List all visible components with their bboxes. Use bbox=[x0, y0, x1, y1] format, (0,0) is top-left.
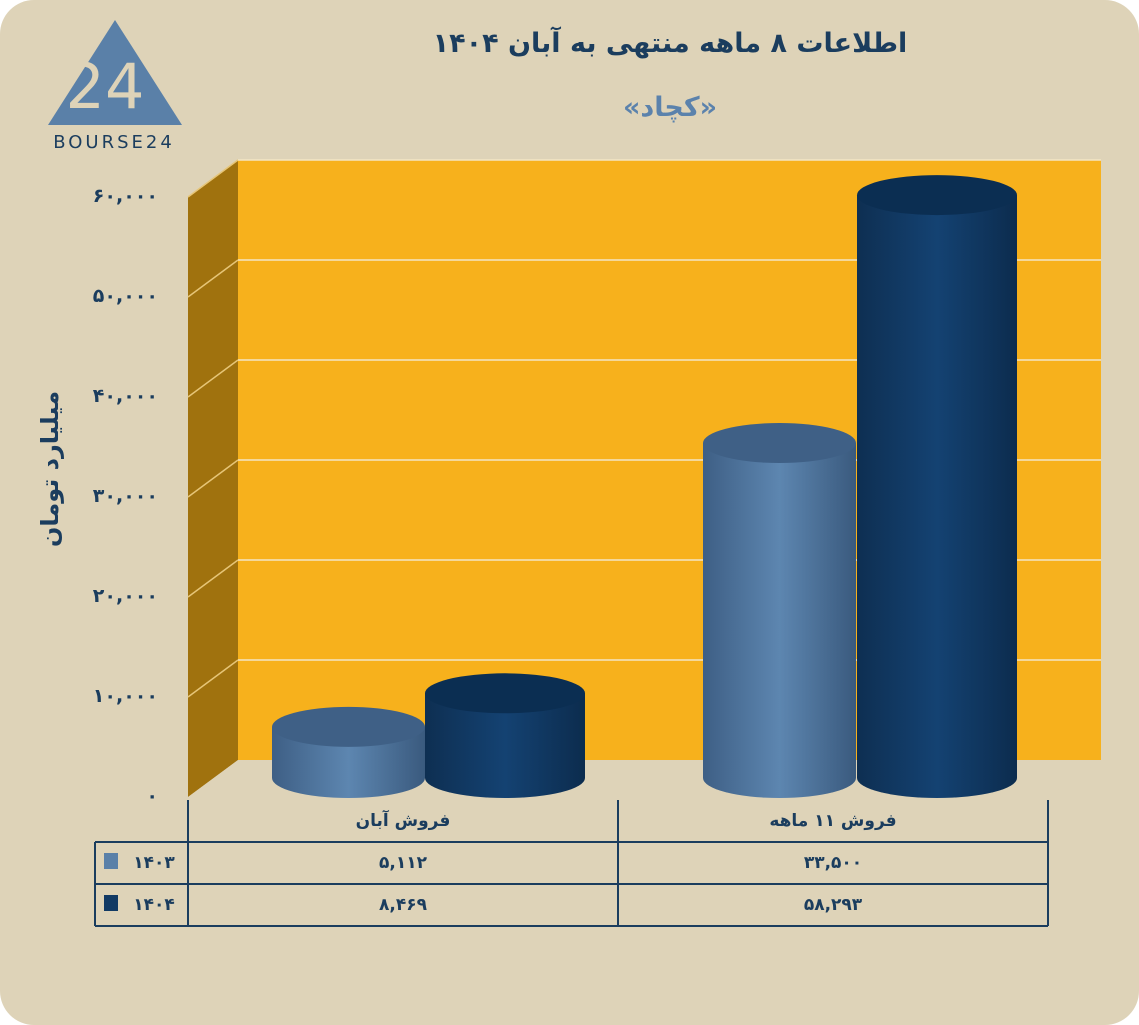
table-cell: ۵۸,۲۹۳ bbox=[803, 895, 863, 915]
table-cell: ۸,۴۶۹ bbox=[379, 895, 427, 915]
chart-subtitle: «کچاد» bbox=[622, 92, 718, 123]
gridline-side bbox=[187, 559, 239, 598]
legend-swatch-1404 bbox=[104, 895, 118, 911]
gridline-side bbox=[187, 159, 239, 198]
gridline-side bbox=[187, 659, 239, 698]
y-tick-label: ۵۰,۰۰۰ bbox=[92, 285, 158, 307]
logo-text: BOURSE24 bbox=[53, 132, 175, 153]
y-tick-label: ۱۰,۰۰۰ bbox=[92, 685, 158, 707]
category-label-aban: فروش آبان bbox=[355, 811, 451, 831]
svg-text:24: 24 bbox=[66, 50, 145, 123]
y-tick-label: ۳۰,۰۰۰ bbox=[92, 485, 158, 507]
table-cell: ۵,۱۱۲ bbox=[379, 853, 427, 873]
gridline-side bbox=[187, 459, 239, 498]
y-tick-label: ۶۰,۰۰۰ bbox=[92, 185, 158, 207]
y-tick-label: ۴۰,۰۰۰ bbox=[92, 385, 158, 407]
gridline-side bbox=[187, 259, 239, 298]
chart-title: اطلاعات ۸ ماهه منتهی به آبان ۱۴۰۴ bbox=[432, 28, 908, 59]
y-tick-label: ۲۰,۰۰۰ bbox=[92, 585, 158, 607]
y-tick-label: ۰ bbox=[146, 785, 158, 807]
data-table-lines bbox=[94, 800, 1049, 927]
gridline-side bbox=[187, 359, 239, 398]
legend-label-1403: ۱۴۰۳ bbox=[133, 853, 175, 873]
bar-۱۴۰۴-1 bbox=[857, 175, 1017, 798]
legend-swatch-1403 bbox=[104, 853, 118, 869]
bar-۱۴۰۳-0 bbox=[272, 706, 425, 798]
category-label-11month: فروش ۱۱ ماهه bbox=[769, 811, 897, 831]
legend-label-1404: ۱۴۰۴ bbox=[133, 895, 175, 915]
bar-۱۴۰۳-1 bbox=[703, 423, 856, 798]
bar-۱۴۰۴-0 bbox=[425, 673, 585, 798]
logo: 24 bbox=[48, 20, 182, 125]
table-cell: ۳۳,۵۰۰ bbox=[803, 853, 863, 873]
